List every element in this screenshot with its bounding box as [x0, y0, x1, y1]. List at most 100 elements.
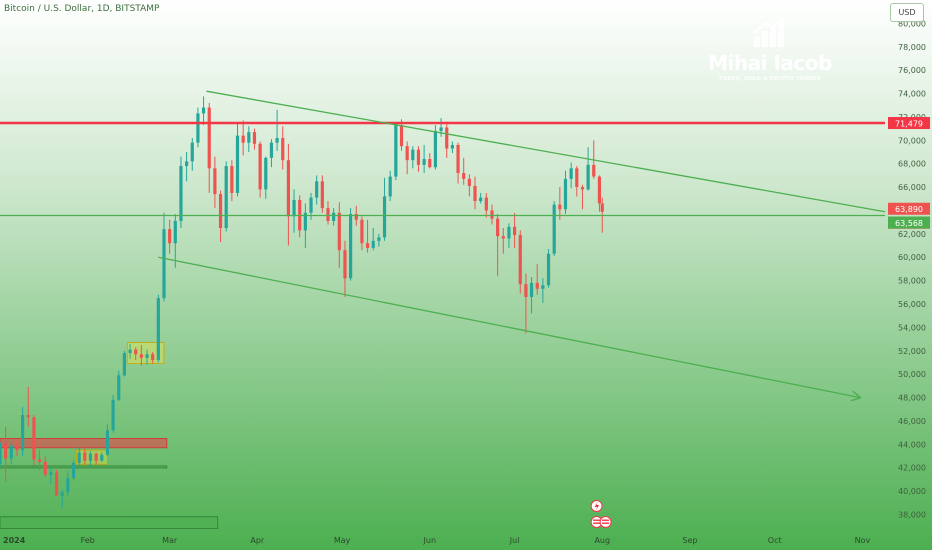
candle-body — [439, 127, 443, 131]
candle-body — [0, 443, 2, 465]
x-tick-label: Apr — [250, 536, 265, 545]
y-tick-label: 40,000 — [898, 487, 926, 496]
candle-body — [450, 144, 454, 149]
candle-body — [196, 113, 200, 143]
y-tick-label: 54,000 — [898, 323, 926, 332]
candle-body — [490, 210, 494, 219]
candle-body — [32, 417, 36, 460]
candle-body — [416, 149, 421, 165]
y-tick-label: 76,000 — [898, 66, 926, 75]
candle-body — [422, 159, 426, 165]
candle-body — [513, 226, 517, 236]
candle-body — [94, 453, 98, 461]
candle-body — [462, 173, 466, 179]
event-icons[interactable] — [590, 500, 612, 528]
candle-body — [128, 349, 132, 354]
candle-body — [600, 203, 604, 212]
candle-body — [190, 142, 194, 162]
y-tick-label: 62,000 — [898, 230, 926, 239]
candle-body — [428, 159, 432, 168]
candle-body — [185, 161, 189, 167]
y-tick-label: 52,000 — [898, 347, 926, 356]
candle-body — [111, 399, 115, 431]
candle-body — [343, 250, 347, 279]
candle-body — [88, 453, 93, 461]
x-tick-label: Nov — [855, 536, 871, 545]
candle-body — [156, 298, 160, 361]
support-level[interactable] — [0, 465, 168, 469]
candle-body — [179, 166, 183, 221]
supply-zone[interactable] — [0, 438, 168, 449]
x-tick-label: Jul — [509, 536, 520, 545]
candle-body — [580, 187, 585, 190]
flag-stripe-icon — [602, 522, 610, 524]
candle-body — [247, 132, 251, 143]
candle-body — [264, 157, 268, 190]
symbol-title[interactable]: Bitcoin / U.S. Dollar, 1D, BITSTAMP — [4, 4, 160, 14]
candle-body — [315, 181, 319, 198]
candle-body — [230, 166, 234, 193]
y-tick-label: 44,000 — [898, 440, 926, 449]
candle-body — [382, 196, 387, 238]
candle-body — [524, 284, 528, 297]
upper-trendline[interactable] — [206, 90, 886, 213]
y-tick-label: 58,000 — [898, 277, 926, 286]
flag-stripe-icon — [593, 522, 601, 524]
last-price-label-bg — [888, 202, 930, 215]
candle-body — [66, 478, 70, 493]
candle-body — [173, 220, 177, 244]
candle-body — [4, 443, 8, 459]
y-tick-label: 80,000 — [898, 19, 926, 28]
candle-body — [303, 212, 307, 231]
x-tick-label: Oct — [768, 536, 782, 545]
candle-body — [26, 415, 30, 418]
lower-trendline[interactable] — [158, 256, 859, 397]
candle-body — [269, 142, 274, 158]
candle-body — [484, 197, 488, 211]
consolidation-box-1[interactable] — [126, 342, 165, 365]
demand-zone[interactable] — [0, 516, 219, 529]
x-tick-label: Sep — [682, 536, 697, 545]
candle-body — [309, 197, 313, 213]
candle-body — [100, 454, 104, 461]
candle-body — [332, 212, 336, 221]
x-tick-label: Feb — [81, 536, 95, 545]
candle-body — [83, 452, 87, 461]
candle-body — [518, 235, 522, 285]
x-tick-label: 2024 — [3, 536, 26, 545]
candle-body — [399, 125, 404, 147]
support-price-label: 63,568 — [895, 219, 923, 228]
currency-button[interactable]: USD — [890, 3, 924, 22]
candle-body — [213, 168, 217, 195]
flag-stripe-icon — [593, 519, 601, 521]
candle-body — [15, 445, 19, 451]
candle-body — [252, 132, 257, 144]
candle-body — [224, 166, 228, 228]
flag-stripe-icon — [602, 519, 610, 521]
candle-body — [456, 144, 460, 174]
candle-body — [541, 285, 545, 289]
candle-body — [151, 354, 155, 361]
resistance-price-label-bg — [888, 117, 930, 130]
candle-body — [586, 164, 590, 190]
candle-body — [405, 146, 409, 161]
candle-body — [552, 204, 556, 254]
candle-body — [354, 213, 358, 220]
candle-body — [258, 143, 262, 190]
x-tick-label: Aug — [594, 536, 610, 545]
candle-body — [473, 185, 477, 202]
candle-body — [281, 137, 285, 161]
us-flag-event-icon[interactable] — [599, 516, 612, 528]
candle-body — [54, 472, 59, 496]
last-price-label: 63,890 — [895, 205, 923, 214]
y-tick-label: 66,000 — [898, 183, 926, 192]
candle-body — [117, 375, 121, 400]
watermark-logo: Mihai Iacob FOREX, GOLD & CRYPTO TRADER — [700, 15, 840, 82]
candles-layer — [0, 96, 604, 509]
watermark-subtitle: FOREX, GOLD & CRYPTO TRADER — [719, 76, 821, 82]
y-tick-label: 60,000 — [898, 253, 926, 262]
candle-body — [207, 107, 211, 169]
